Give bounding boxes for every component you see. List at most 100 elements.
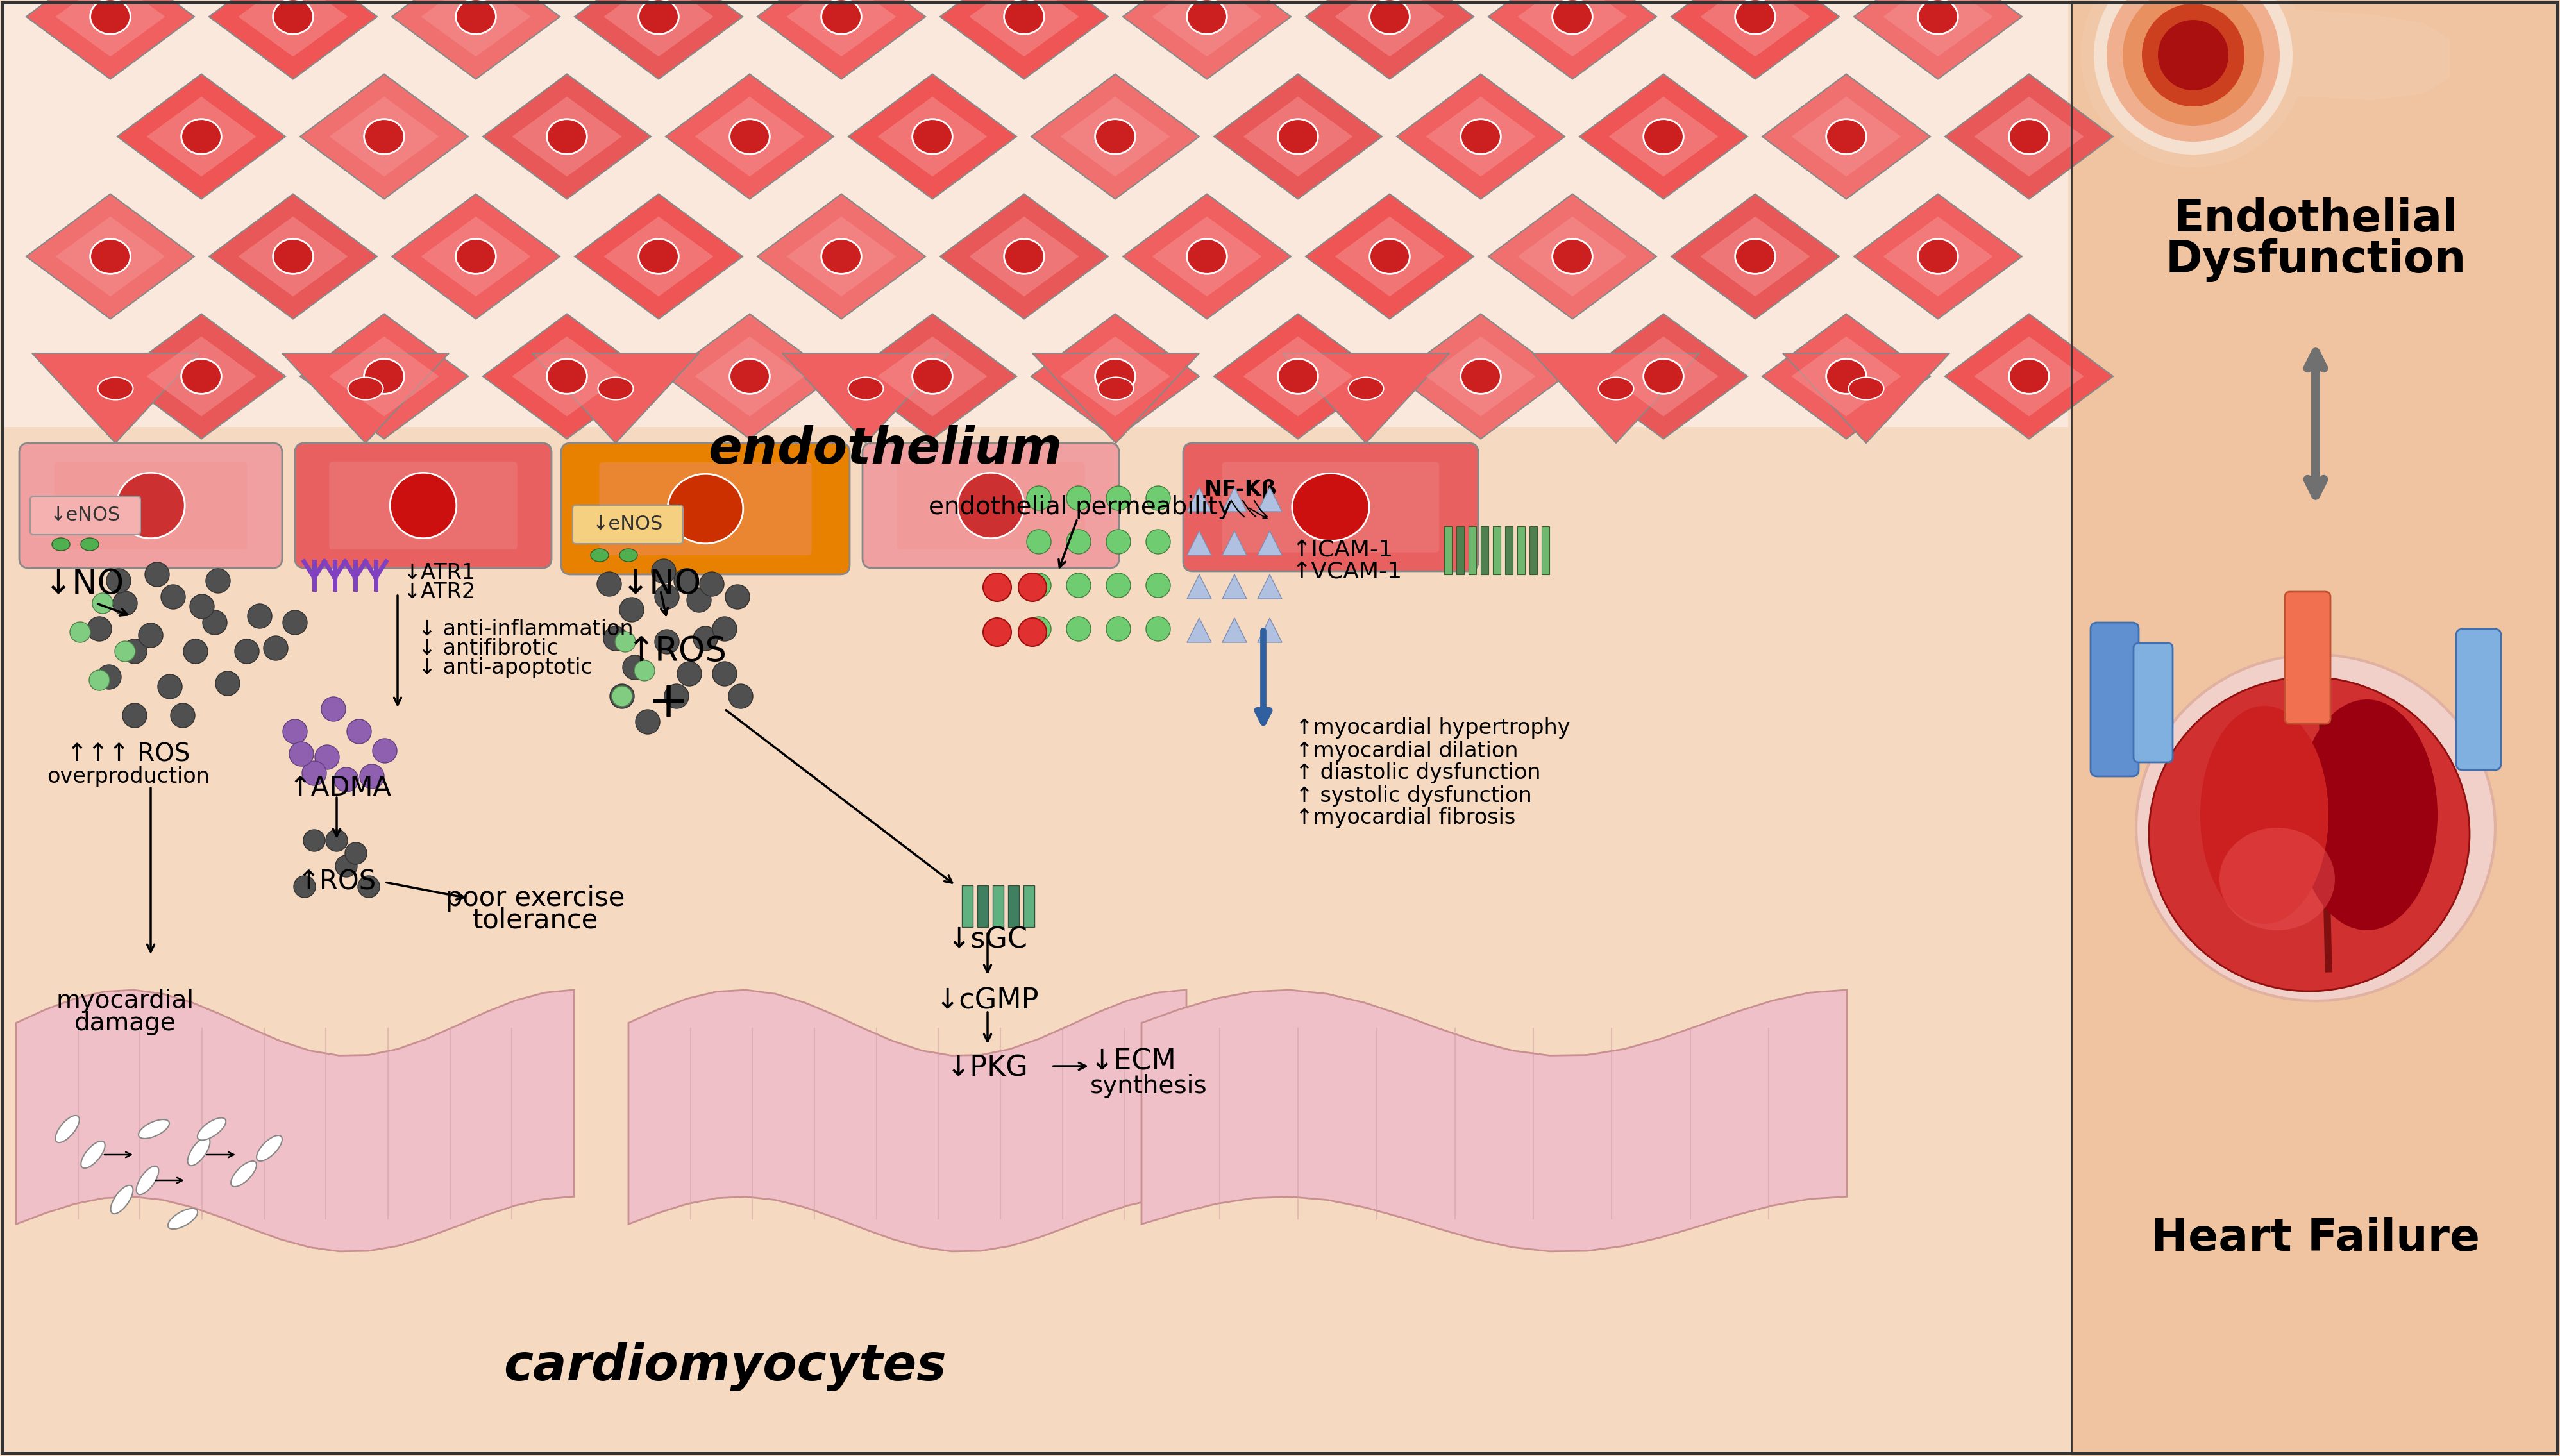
Ellipse shape	[1551, 239, 1592, 274]
Bar	[1528, 527, 1536, 575]
Text: ↓NO: ↓NO	[44, 568, 123, 601]
Text: ↓ antifibrotic: ↓ antifibrotic	[417, 638, 558, 658]
Ellipse shape	[197, 1118, 225, 1140]
Text: endothelial permeability: endothelial permeability	[929, 495, 1231, 520]
Text: ↓cGMP: ↓cGMP	[937, 987, 1039, 1015]
Polygon shape	[1792, 336, 1902, 416]
Polygon shape	[1283, 354, 1449, 443]
Circle shape	[620, 597, 645, 622]
Circle shape	[115, 641, 136, 661]
Bar	[1492, 527, 1500, 575]
Polygon shape	[1974, 96, 2084, 176]
FancyBboxPatch shape	[599, 462, 812, 555]
Polygon shape	[146, 96, 256, 176]
Bar	[0, 0, 2071, 1456]
Polygon shape	[146, 336, 256, 416]
Circle shape	[90, 670, 110, 690]
Circle shape	[215, 671, 241, 696]
Ellipse shape	[1736, 0, 1774, 33]
Ellipse shape	[2135, 655, 2496, 1000]
Text: +: +	[648, 678, 689, 727]
Text: overproduction: overproduction	[46, 766, 210, 788]
Polygon shape	[1608, 96, 1718, 176]
Polygon shape	[26, 194, 195, 319]
Polygon shape	[1580, 314, 1748, 438]
Ellipse shape	[591, 549, 609, 562]
Circle shape	[614, 632, 635, 652]
Polygon shape	[1221, 617, 1247, 642]
Ellipse shape	[169, 1208, 197, 1229]
Polygon shape	[238, 217, 348, 297]
Circle shape	[686, 588, 712, 613]
Ellipse shape	[2010, 119, 2048, 154]
Circle shape	[635, 709, 660, 734]
Text: Heart Failure: Heart Failure	[2150, 1217, 2481, 1259]
Ellipse shape	[847, 377, 883, 400]
Ellipse shape	[182, 358, 223, 393]
FancyBboxPatch shape	[863, 443, 1119, 568]
Text: ↑myocardial dilation: ↑myocardial dilation	[1295, 740, 1518, 761]
Polygon shape	[330, 96, 438, 176]
Ellipse shape	[668, 475, 742, 543]
Text: synthesis: synthesis	[1091, 1075, 1208, 1098]
Circle shape	[289, 741, 312, 766]
Circle shape	[1147, 617, 1170, 641]
Circle shape	[2081, 0, 2307, 167]
Circle shape	[325, 830, 348, 852]
Polygon shape	[15, 990, 573, 1251]
Circle shape	[1068, 486, 1091, 511]
Circle shape	[2143, 4, 2245, 106]
FancyBboxPatch shape	[330, 462, 517, 549]
Polygon shape	[940, 194, 1108, 319]
Polygon shape	[1487, 0, 1656, 79]
Ellipse shape	[637, 239, 678, 274]
Text: ↑myocardial hypertrophy: ↑myocardial hypertrophy	[1295, 718, 1569, 738]
Polygon shape	[970, 217, 1078, 297]
Ellipse shape	[1004, 0, 1044, 33]
Polygon shape	[1974, 336, 2084, 416]
Ellipse shape	[1277, 358, 1318, 393]
Polygon shape	[786, 217, 896, 297]
Polygon shape	[1533, 354, 1700, 443]
Ellipse shape	[1917, 0, 1958, 33]
Polygon shape	[1188, 531, 1211, 555]
Ellipse shape	[2220, 827, 2335, 930]
Polygon shape	[484, 74, 650, 199]
Circle shape	[264, 636, 287, 661]
Text: ↓ECM: ↓ECM	[1091, 1048, 1178, 1076]
Ellipse shape	[1370, 239, 1411, 274]
Polygon shape	[604, 217, 714, 297]
Polygon shape	[1032, 314, 1198, 438]
Polygon shape	[300, 314, 468, 438]
Circle shape	[1106, 486, 1132, 511]
Polygon shape	[694, 96, 804, 176]
Ellipse shape	[110, 1185, 133, 1214]
Polygon shape	[1608, 336, 1718, 416]
Ellipse shape	[51, 537, 69, 550]
Ellipse shape	[2148, 677, 2470, 992]
Circle shape	[1147, 574, 1170, 597]
Ellipse shape	[548, 358, 586, 393]
Bar	[1541, 527, 1549, 575]
Text: NF-Kβ: NF-Kβ	[1203, 479, 1277, 499]
Bar	[978, 885, 988, 927]
Polygon shape	[1152, 0, 1262, 57]
Polygon shape	[1672, 194, 1838, 319]
Circle shape	[1147, 486, 1170, 511]
Circle shape	[2122, 0, 2263, 125]
Polygon shape	[210, 0, 376, 79]
Circle shape	[1027, 617, 1052, 641]
Polygon shape	[1398, 74, 1564, 199]
Text: ↑ systolic dysfunction: ↑ systolic dysfunction	[1295, 785, 1531, 807]
Polygon shape	[878, 336, 988, 416]
Polygon shape	[1761, 314, 1930, 438]
Ellipse shape	[274, 239, 312, 274]
Polygon shape	[1142, 990, 1846, 1251]
Ellipse shape	[348, 377, 384, 400]
Polygon shape	[1946, 314, 2112, 438]
Bar	[1469, 527, 1477, 575]
Text: ↑VCAM-1: ↑VCAM-1	[1293, 561, 1403, 582]
Polygon shape	[33, 354, 200, 443]
Circle shape	[673, 569, 699, 593]
Circle shape	[1019, 574, 1047, 601]
